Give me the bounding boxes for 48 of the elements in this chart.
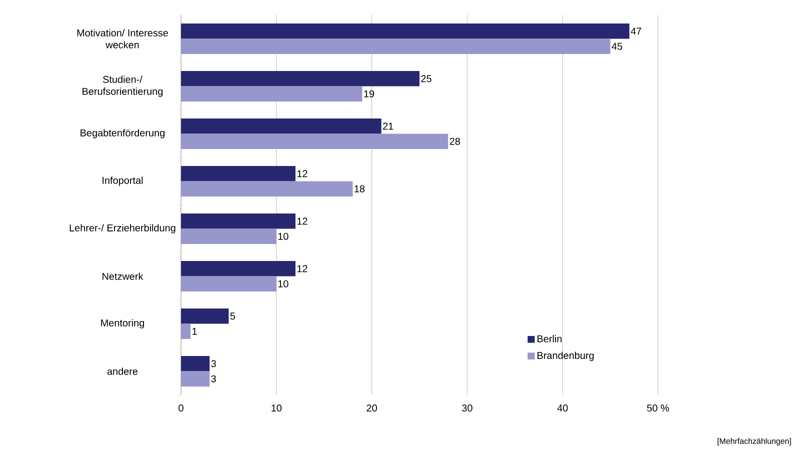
bar	[181, 134, 448, 149]
x-tick-label: 10	[272, 404, 282, 412]
data-label: 12	[297, 265, 308, 272]
data-label: 21	[383, 122, 394, 130]
y-tick-label: Netzwerk	[102, 272, 144, 280]
y-tick-label: Mentoring	[101, 319, 144, 328]
bar	[181, 181, 353, 196]
y-tick-label: Lehrer-/ Erzieherbildung	[70, 224, 176, 234]
x-tick-label: 20	[366, 404, 377, 412]
x-tick-label: 40	[557, 404, 568, 412]
data-label: 19	[364, 90, 374, 98]
y-tick-label: Begabtenförderung	[80, 129, 164, 138]
bar	[181, 166, 296, 182]
bar	[181, 86, 362, 102]
data-label: 3	[211, 360, 216, 368]
data-label: 25	[421, 75, 432, 82]
bar	[181, 261, 296, 276]
data-label: 12	[297, 170, 308, 178]
bar	[181, 324, 191, 339]
x-tick-label: 50 %	[647, 404, 669, 412]
bar	[181, 276, 276, 292]
data-label: 45	[612, 42, 622, 50]
bar	[181, 214, 296, 229]
data-label: 10	[278, 280, 288, 288]
bar	[181, 228, 276, 244]
legend-label: Brandenburg	[538, 352, 594, 361]
x-tick-label: 0	[178, 404, 184, 412]
bar	[181, 118, 382, 134]
data-label: 12	[297, 218, 308, 225]
data-label: 5	[230, 312, 236, 320]
legend-label: Berlin	[538, 335, 562, 342]
data-label: 47	[630, 28, 642, 35]
bar	[181, 356, 210, 372]
bar	[181, 71, 420, 86]
bar	[181, 24, 630, 39]
data-label: 10	[278, 232, 288, 240]
bar	[181, 38, 610, 54]
data-label: 28	[450, 138, 460, 145]
data-label: 3	[211, 375, 216, 382]
data-label: 18	[354, 185, 365, 192]
y-tick-label: Motivation/ Interesse wecken	[77, 29, 168, 48]
data-label: 1	[192, 328, 197, 335]
y-tick-label: andere	[107, 368, 138, 375]
x-tick-label: 30	[462, 404, 472, 412]
bar	[181, 371, 210, 386]
bar	[181, 308, 229, 324]
y-tick-label: Infoportal	[102, 176, 143, 186]
y-tick-label: Studien-/ Berufsorientierung	[82, 76, 163, 97]
